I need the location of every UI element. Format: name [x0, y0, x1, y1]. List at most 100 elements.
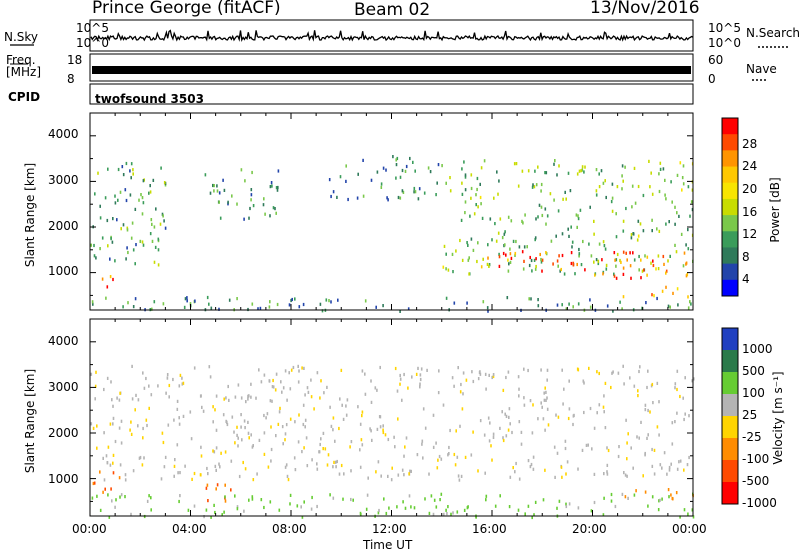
echo-cell — [319, 396, 321, 400]
echo-cell — [581, 168, 584, 172]
echo-cell — [378, 508, 380, 513]
echo-cell — [208, 365, 211, 369]
echo-cell — [413, 190, 415, 194]
echo-cell — [101, 236, 104, 240]
echo-cell — [251, 170, 253, 175]
echo-cell — [497, 192, 499, 196]
echo-cell — [330, 300, 332, 304]
echo-cell — [399, 175, 402, 179]
echo-cell — [540, 189, 542, 193]
echo-cell — [670, 462, 672, 466]
echo-cell — [518, 477, 521, 481]
echo-cell — [205, 486, 208, 490]
echo-cell — [443, 244, 446, 248]
echo-cell — [453, 301, 456, 305]
echo-cell — [91, 300, 94, 304]
echo-cell — [206, 466, 208, 471]
echo-cell — [676, 211, 678, 215]
echo-cell — [440, 492, 443, 496]
echo-cell — [598, 371, 600, 376]
echo-cell — [568, 379, 570, 383]
echo-cell — [263, 431, 266, 435]
echo-cell — [432, 413, 435, 417]
echo-cell — [285, 463, 288, 467]
echo-cell — [213, 503, 215, 507]
echo-cell — [138, 198, 140, 202]
echo-cell — [142, 426, 144, 431]
echo-cell — [109, 422, 112, 426]
echo-cell — [265, 416, 267, 420]
cpid-panel-frame — [89, 83, 694, 105]
echo-cell — [563, 272, 566, 276]
echo-cell — [231, 415, 234, 419]
echo-cell — [225, 396, 227, 400]
echo-cell — [342, 417, 345, 421]
echo-cell — [126, 226, 129, 230]
echo-cell — [322, 431, 325, 435]
echo-cell — [377, 511, 380, 515]
echo-cell — [595, 189, 598, 193]
echo-cell — [403, 372, 405, 377]
echo-cell — [426, 368, 428, 372]
echo-cell — [166, 373, 169, 377]
echo-cell — [289, 493, 292, 497]
echo-cell — [657, 254, 660, 258]
echo-cell — [345, 413, 348, 417]
echo-cell — [219, 465, 221, 469]
echo-cell — [672, 291, 674, 295]
echo-cell — [512, 239, 515, 243]
echo-cell — [142, 179, 145, 183]
echo-cell — [334, 439, 336, 443]
echo-cell — [364, 299, 367, 303]
echo-cell — [290, 298, 292, 303]
echo-cell — [416, 453, 419, 457]
echo-cell — [90, 372, 93, 376]
echo-cell — [617, 371, 620, 375]
echo-cell — [193, 366, 196, 370]
echo-cell — [567, 171, 570, 175]
echo-cell — [565, 197, 567, 201]
echo-cell — [606, 304, 609, 308]
echo-cell — [581, 448, 584, 452]
echo-cell — [385, 168, 387, 172]
echo-cell — [258, 368, 260, 372]
echo-cell — [642, 193, 645, 198]
echo-cell — [139, 239, 142, 243]
echo-cell — [546, 214, 549, 218]
echo-cell — [401, 189, 404, 193]
echo-cell — [606, 472, 609, 476]
echo-cell — [145, 376, 147, 381]
echo-cell — [114, 194, 116, 198]
echo-cell — [162, 302, 165, 306]
echo-cell — [92, 302, 94, 306]
echo-cell — [499, 426, 501, 430]
echo-cell — [508, 407, 511, 411]
echo-cell — [644, 408, 647, 412]
echo-cell — [329, 493, 331, 497]
echo-cell — [251, 495, 254, 499]
echo-cell — [565, 502, 567, 506]
echo-cell — [602, 240, 605, 244]
echo-cell — [659, 167, 662, 171]
echo-cell — [590, 254, 593, 258]
echo-cell — [686, 273, 689, 277]
echo-cell — [523, 396, 525, 400]
echo-cell — [301, 450, 303, 454]
echo-cell — [399, 377, 402, 381]
echo-cell — [263, 197, 265, 201]
echo-cell — [242, 460, 244, 465]
echo-cell — [279, 406, 281, 410]
echo-cell — [544, 386, 546, 390]
echo-cell — [130, 176, 132, 180]
echo-cell — [259, 306, 262, 310]
echo-cell — [461, 192, 464, 196]
echo-cell — [105, 296, 107, 300]
echo-cell — [124, 478, 127, 482]
nsky-trace — [90, 29, 694, 42]
echo-cell — [150, 508, 152, 512]
echo-cell — [665, 269, 668, 273]
echo-cell — [231, 194, 233, 198]
echo-cell — [571, 240, 574, 244]
echo-cell — [272, 378, 274, 383]
echo-cell — [184, 464, 186, 468]
